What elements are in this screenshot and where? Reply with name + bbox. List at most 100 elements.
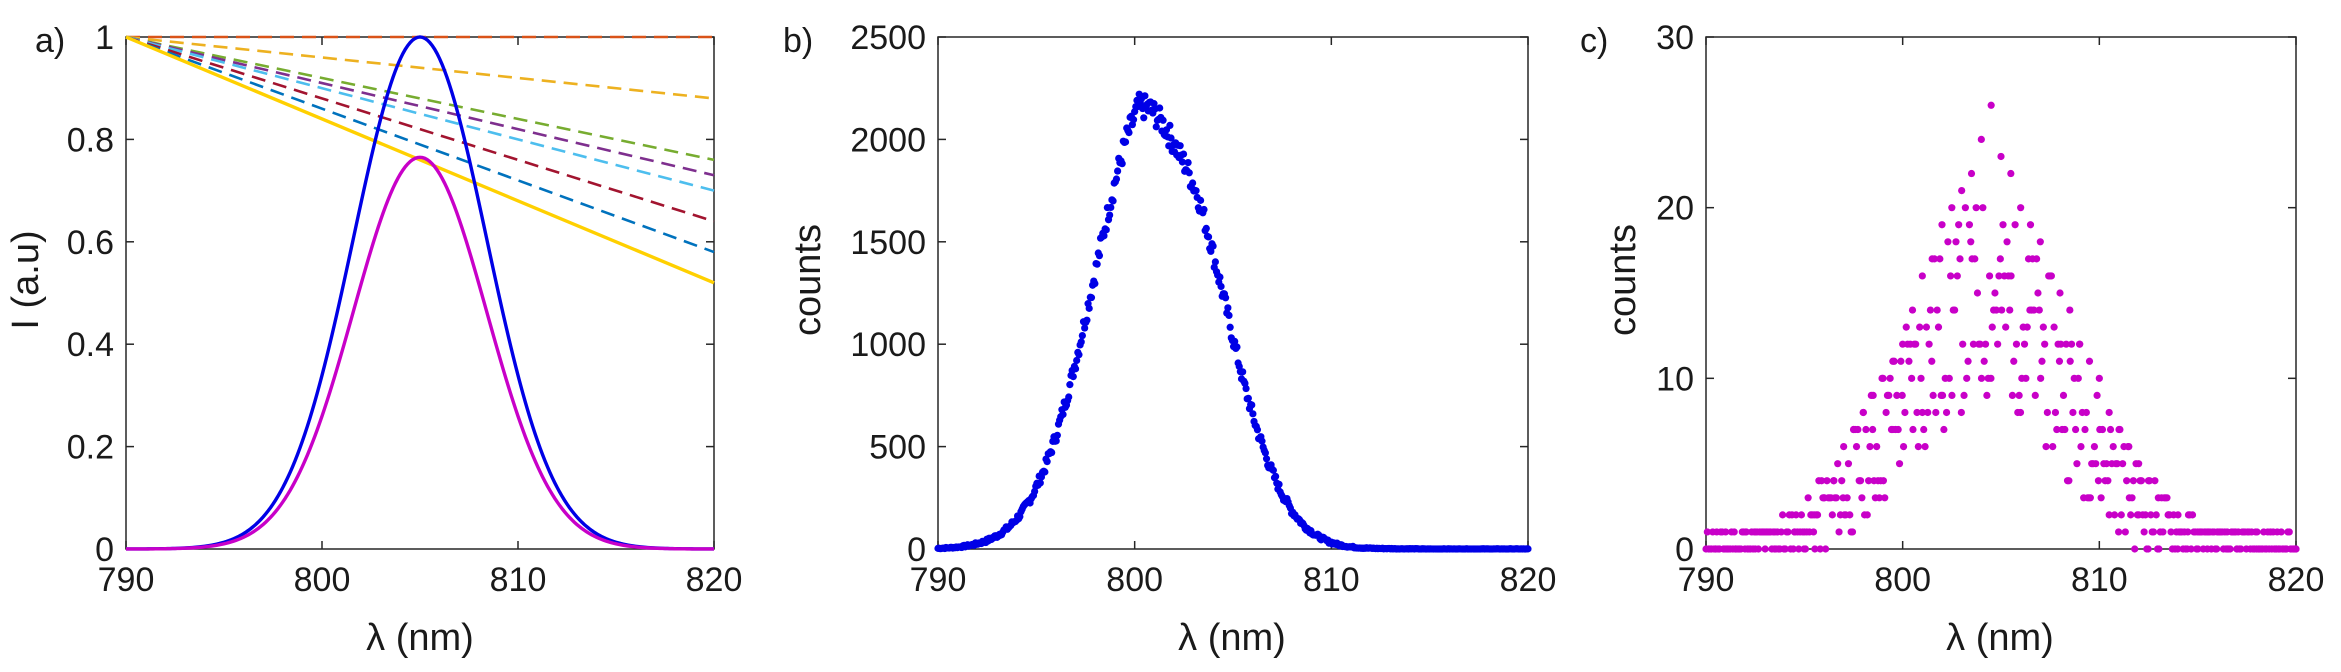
scatter-point [1953, 272, 1961, 280]
scatter-point [2016, 408, 2025, 417]
scatter-point [2046, 272, 2054, 280]
x-tick-label: 790 [1678, 561, 1735, 599]
scatter-point [2067, 340, 2076, 348]
scatter-point [1894, 425, 1902, 434]
scatter-point [2292, 545, 2300, 553]
scatter-point [1197, 196, 1205, 204]
scatter-point [1253, 426, 1262, 434]
scatter-point [1233, 343, 1241, 351]
scatter-point [1792, 511, 1800, 519]
panel-b-chart: b) 790 800 810 820 0 500 1000 1500 2000 2500 λ (n… [783, 19, 1556, 659]
scatter-point [2056, 289, 2064, 297]
scatter-point [2147, 511, 2155, 519]
scatter-point [2106, 425, 2115, 434]
scatter-point [1843, 494, 1851, 502]
scatter-point [2092, 460, 2100, 468]
scatter-point [1828, 511, 1836, 519]
scatter-point [1928, 357, 1936, 365]
scatter-point [1179, 150, 1188, 158]
scatter-point [1804, 494, 1812, 502]
scatter-point [1976, 340, 1984, 348]
scatter-point [1189, 179, 1197, 187]
scatter-point [1231, 337, 1239, 345]
scatter-point [2086, 494, 2094, 502]
scatter-point [1248, 401, 1256, 409]
scatter-point [1848, 528, 1857, 536]
scatter-point [1731, 545, 1740, 553]
scatter-point [1817, 477, 1826, 485]
scatter-point [2051, 408, 2060, 417]
scatter-point [1071, 365, 1080, 373]
y-tick-label: 0.8 [67, 121, 114, 159]
scatter-point [1992, 306, 2000, 314]
scatter-point [1879, 477, 1887, 485]
scatter-point [1211, 258, 1219, 266]
y-tick-label: 0.2 [67, 429, 114, 467]
scatter-point [1109, 197, 1117, 205]
scatter-point [2285, 528, 2293, 536]
scatter-point [1761, 545, 1769, 553]
x-tick-label: 810 [1303, 561, 1360, 599]
scatter-point [2152, 511, 2160, 519]
panel-c-label: c) [1580, 22, 1608, 60]
panel-b-plot-area: 790 800 810 820 0 500 1000 1500 2000 2500 [850, 19, 1556, 599]
scatter-point [2117, 511, 2125, 519]
scatter-point [1961, 204, 1969, 212]
scatter-point [1075, 351, 1083, 359]
scatter-point [1926, 306, 1935, 314]
scatter-point [2174, 511, 2182, 519]
scatter-point [1885, 391, 1893, 399]
scatter-point [1981, 340, 1990, 348]
scatter-point [1156, 104, 1164, 112]
scatter-point [1141, 92, 1149, 100]
scatter-point [1809, 528, 1818, 536]
scatter-point [1960, 391, 1968, 399]
scatter-point [1908, 374, 1916, 382]
x-tick-label: 800 [1106, 561, 1163, 599]
scatter-point [2226, 545, 2234, 553]
scatter-point [1225, 311, 1233, 320]
scatter-point [1085, 304, 1093, 312]
x-tick-label: 790 [98, 561, 155, 599]
scatter-point [1784, 528, 1792, 536]
scatter-point [2154, 494, 2162, 502]
scatter-point [1216, 273, 1224, 281]
scatter-point [1167, 134, 1175, 142]
y-tick-label: 2000 [850, 121, 926, 159]
scatter-point [1810, 511, 1818, 519]
scatter-point [2023, 323, 2031, 331]
scatter-point [2015, 391, 2023, 399]
scatter-point [2137, 477, 2146, 485]
scatter-point [1106, 211, 1114, 219]
scatter-point [1811, 545, 1819, 553]
series-line-6 [125, 35, 715, 177]
scatter-point [2213, 545, 2221, 553]
scatter-point [1985, 272, 1994, 280]
scatter-point [1065, 393, 1073, 401]
scatter-point [2042, 443, 2050, 451]
plot-frame [937, 36, 1529, 550]
scatter-point [1820, 494, 1828, 502]
scatter-point [1801, 545, 1810, 553]
scatter-point [1879, 374, 1887, 382]
scatter-point [1865, 477, 1873, 485]
scatter-point [1948, 204, 1956, 212]
scatter-point [1202, 224, 1210, 232]
panel-c-plot-area: 790 800 810 820 0 10 20 30 [1656, 19, 2324, 599]
scatter-point [1121, 138, 1130, 146]
scatter-point [2022, 374, 2030, 382]
scatter-point [2277, 528, 2285, 536]
scatter-point [1967, 169, 1976, 178]
scatter-point [1916, 323, 1924, 331]
scatter-point [1107, 203, 1115, 212]
scatter-point [1971, 255, 1979, 263]
y-tick-label: 0.4 [67, 326, 114, 364]
scatter-point [2011, 221, 2019, 229]
scatter-point [1875, 494, 1883, 502]
scatter-point [1863, 511, 1871, 519]
scatter-point [2115, 425, 2123, 434]
scatter-point [2135, 460, 2143, 468]
plot-frame [125, 36, 715, 550]
scatter-point [1048, 448, 1056, 457]
scatter-point [1905, 357, 1913, 365]
